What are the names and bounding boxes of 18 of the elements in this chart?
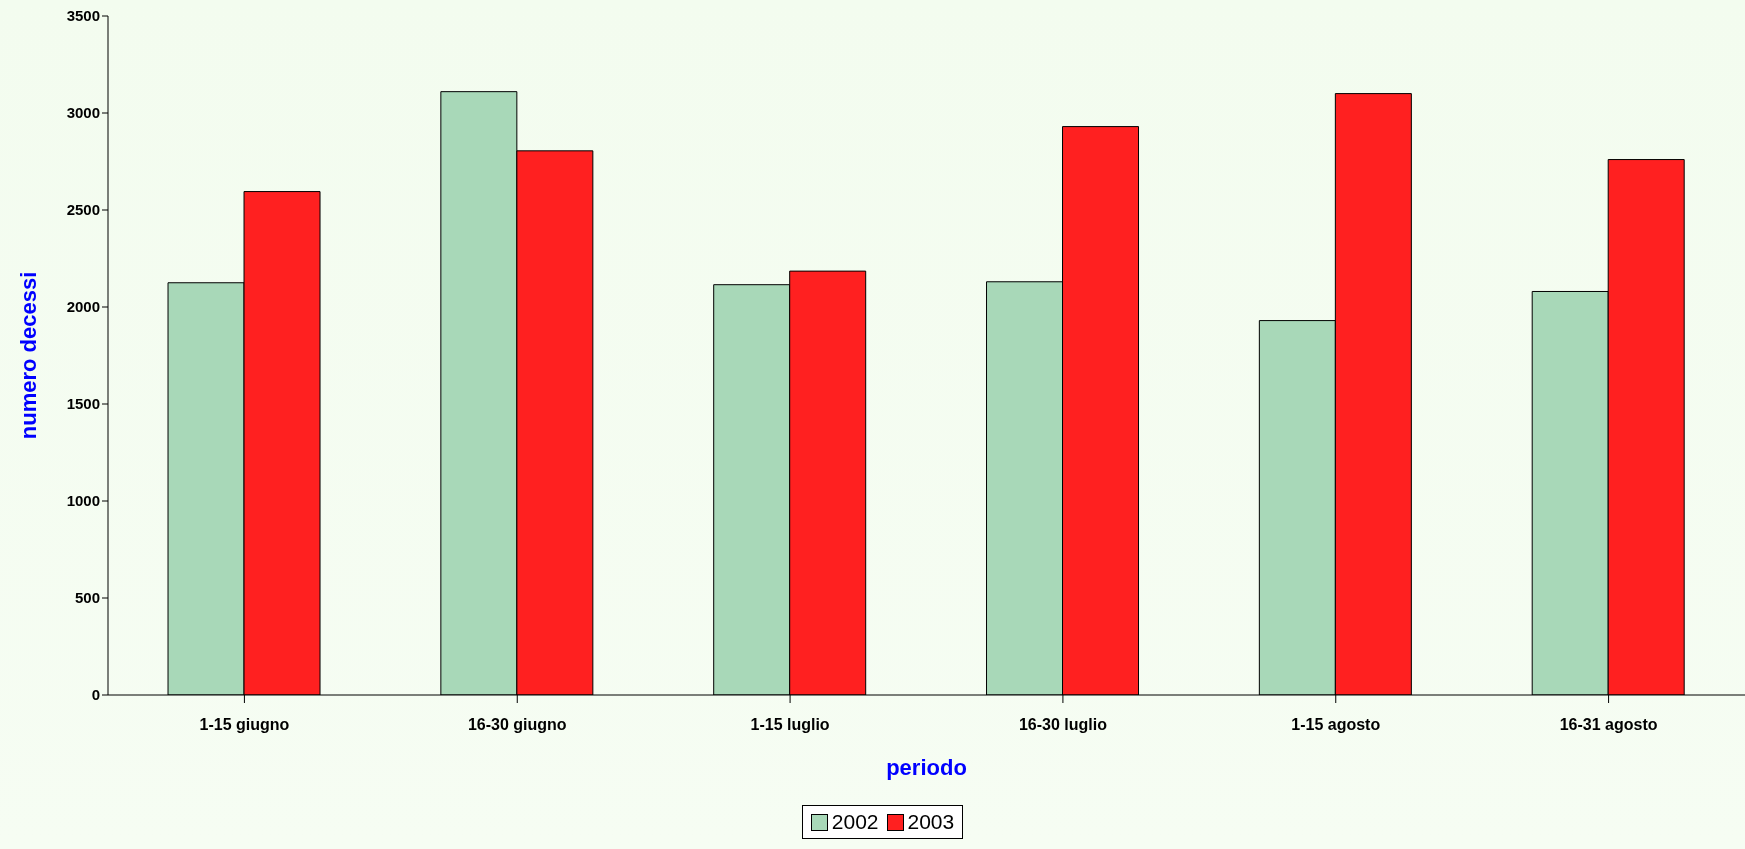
legend-label: 2002 (830, 810, 879, 834)
y-tick-label: 1500 (66, 395, 100, 413)
y-tick-label: 1000 (66, 492, 100, 510)
y-tick-label: 3000 (66, 104, 100, 122)
x-tick-label: 1-15 agosto (1291, 716, 1381, 734)
x-axis-title: periodo (886, 755, 967, 780)
y-axis-title: numero decessi (15, 271, 41, 440)
x-tick-label: 16-30 luglio (1018, 716, 1108, 734)
y-tick-label: 500 (74, 589, 100, 607)
legend-label: 2003 (906, 810, 955, 834)
x-tick-label: 1-15 luglio (750, 716, 830, 734)
y-tick-label: 3500 (66, 7, 100, 25)
y-tick-label: 0 (91, 686, 100, 704)
y-tick-label: 2500 (66, 201, 100, 219)
y-tick-label: 2000 (66, 298, 100, 316)
x-tick-label: 1-15 giugno (199, 716, 290, 734)
x-tick-label: 16-31 agosto (1559, 716, 1658, 734)
x-tick-label: 16-30 giugno (467, 716, 567, 734)
